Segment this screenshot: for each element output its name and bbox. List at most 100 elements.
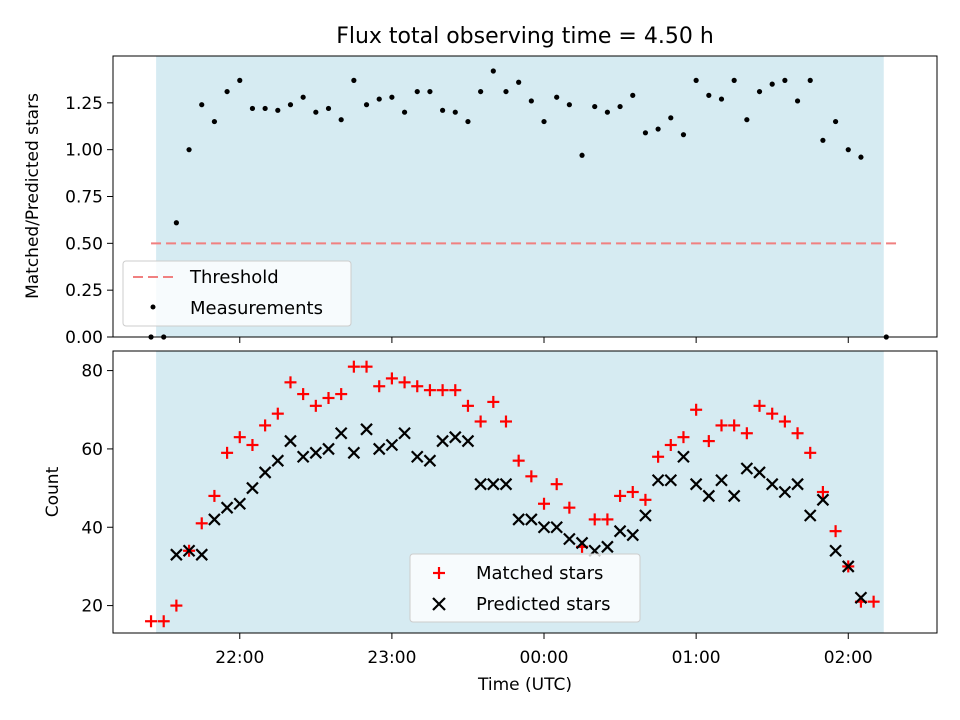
matched-star-point: [474, 415, 487, 428]
matched-star-point: [335, 388, 348, 401]
matched-star-point: [449, 384, 462, 397]
measurement-point: [262, 105, 268, 112]
predicted-star-point: [601, 540, 614, 554]
measurement-point: [237, 77, 243, 83]
measurement-point: [249, 105, 256, 112]
predicted-star-point: [322, 442, 335, 456]
predicted-star-point: [778, 485, 792, 499]
y-tick-label: 1.00: [65, 141, 103, 161]
measurement-point: [516, 79, 522, 85]
measurement-point: [528, 98, 534, 104]
predicted-star-point: [461, 434, 475, 448]
measurement-point: [807, 77, 813, 83]
top-legend: Threshold Measurements: [122, 260, 352, 327]
measurement-point: [680, 132, 687, 138]
measurement-point: [401, 109, 408, 115]
predicted-star-point: [702, 489, 716, 503]
predicted-star-point: [271, 454, 285, 467]
bottom-axes-frame: [112, 350, 938, 634]
measurement-point: [592, 103, 598, 110]
measurement-point: [541, 118, 547, 125]
y-tick-label: 80: [81, 362, 103, 382]
top-y-axis-label: Matched/Predicted stars: [23, 93, 43, 299]
matched-star-point: [563, 501, 576, 514]
matched-star-point: [525, 470, 538, 483]
predicted-star-point: [372, 442, 386, 456]
measurement-point: [338, 117, 344, 123]
measurement-point: [275, 107, 281, 113]
predicted-star-point: [651, 473, 665, 487]
predicted-star-point: [829, 544, 842, 558]
matched-star-point: [740, 427, 753, 440]
predicted-star-point: [727, 489, 741, 503]
matched-star-point: [639, 493, 652, 506]
predicted-star-point: [195, 548, 209, 561]
predicted-star-point: [626, 528, 640, 542]
matched-star-point: [284, 376, 297, 389]
x-tick-label: 02:00: [824, 648, 873, 668]
y-tick-label: 60: [81, 440, 103, 460]
matched-star-point: [766, 407, 779, 420]
matched-star-point: [702, 435, 715, 448]
predicted-star-point: [499, 477, 513, 491]
matched-star-point: [145, 615, 158, 628]
matched-star-point: [715, 419, 728, 432]
bottom-legend-box: [409, 553, 641, 623]
measurement-point: [820, 137, 826, 143]
legend-measurements-label: Measurements: [190, 298, 323, 319]
measurement-point: [642, 130, 649, 136]
x-tick-label: 01:00: [672, 648, 721, 668]
matched-star-point: [297, 388, 310, 401]
predicted-star-point: [841, 560, 855, 573]
matched-star-point: [208, 489, 221, 502]
matched-star-point: [614, 489, 627, 502]
predicted-star-point: [753, 466, 766, 479]
matched-star-point: [259, 419, 272, 432]
y-tick-label: 20: [81, 597, 103, 617]
measurement-point: [478, 88, 484, 95]
measurement-point: [832, 118, 839, 125]
measurement-point: [693, 77, 699, 83]
measurement-point: [389, 94, 395, 100]
bottom-legend: Matched stars Predicted stars: [409, 553, 641, 623]
x-tick-label: 23:00: [367, 648, 416, 668]
predicted-star-point: [208, 513, 221, 526]
predicted-star-point: [613, 524, 627, 538]
measurement-point: [376, 96, 382, 102]
predicted-star-point: [563, 532, 576, 546]
predicted-star-point: [360, 423, 373, 436]
bottom-x-ticks: 22:00 23:00 00:00 01:00 02:00: [215, 633, 873, 668]
chart-title: Flux total observing time = 4.50 h: [336, 24, 714, 49]
predicted-star-point: [677, 450, 690, 464]
measurement-point: [794, 98, 801, 104]
bottom-y-ticks: 20 40 60 80: [81, 362, 113, 617]
measurement-point: [351, 77, 357, 83]
matched-star-point: [829, 525, 842, 538]
measurement-point: [363, 102, 370, 108]
matched-star-point: [664, 439, 677, 451]
measurement-point: [769, 81, 775, 87]
predicted-star-point: [385, 438, 399, 452]
measurement-point: [718, 96, 725, 102]
predicted-star-point: [284, 434, 297, 448]
top-y-ticks: 0.00 0.25 0.50 0.75 1.00 1.25: [65, 94, 113, 348]
measurement-point: [782, 77, 788, 83]
bottom-panel: 20 40 60 80 22:00 23:00 00:00 01:00 02:00 Count…: [43, 350, 938, 695]
matched-star-point: [411, 380, 424, 393]
predicted-star-point: [715, 473, 728, 487]
measurement-point: [427, 88, 433, 95]
y-tick-label: 0.25: [65, 281, 103, 301]
matched-star-point: [588, 513, 601, 526]
measurement-point: [490, 68, 496, 74]
predicted-star-point: [791, 477, 804, 491]
matched-star-point: [271, 407, 284, 420]
predicted-star-point: [170, 548, 183, 561]
measurement-point: [440, 107, 446, 113]
measurement-point: [845, 147, 851, 153]
predicted-star-point: [436, 434, 449, 448]
matched-star-point: [347, 360, 360, 373]
matched-star-point: [423, 384, 436, 397]
measurement-point: [313, 109, 319, 115]
x-tick-label: 00:00: [520, 648, 569, 668]
legend-matched-label: Matched stars: [476, 563, 603, 584]
